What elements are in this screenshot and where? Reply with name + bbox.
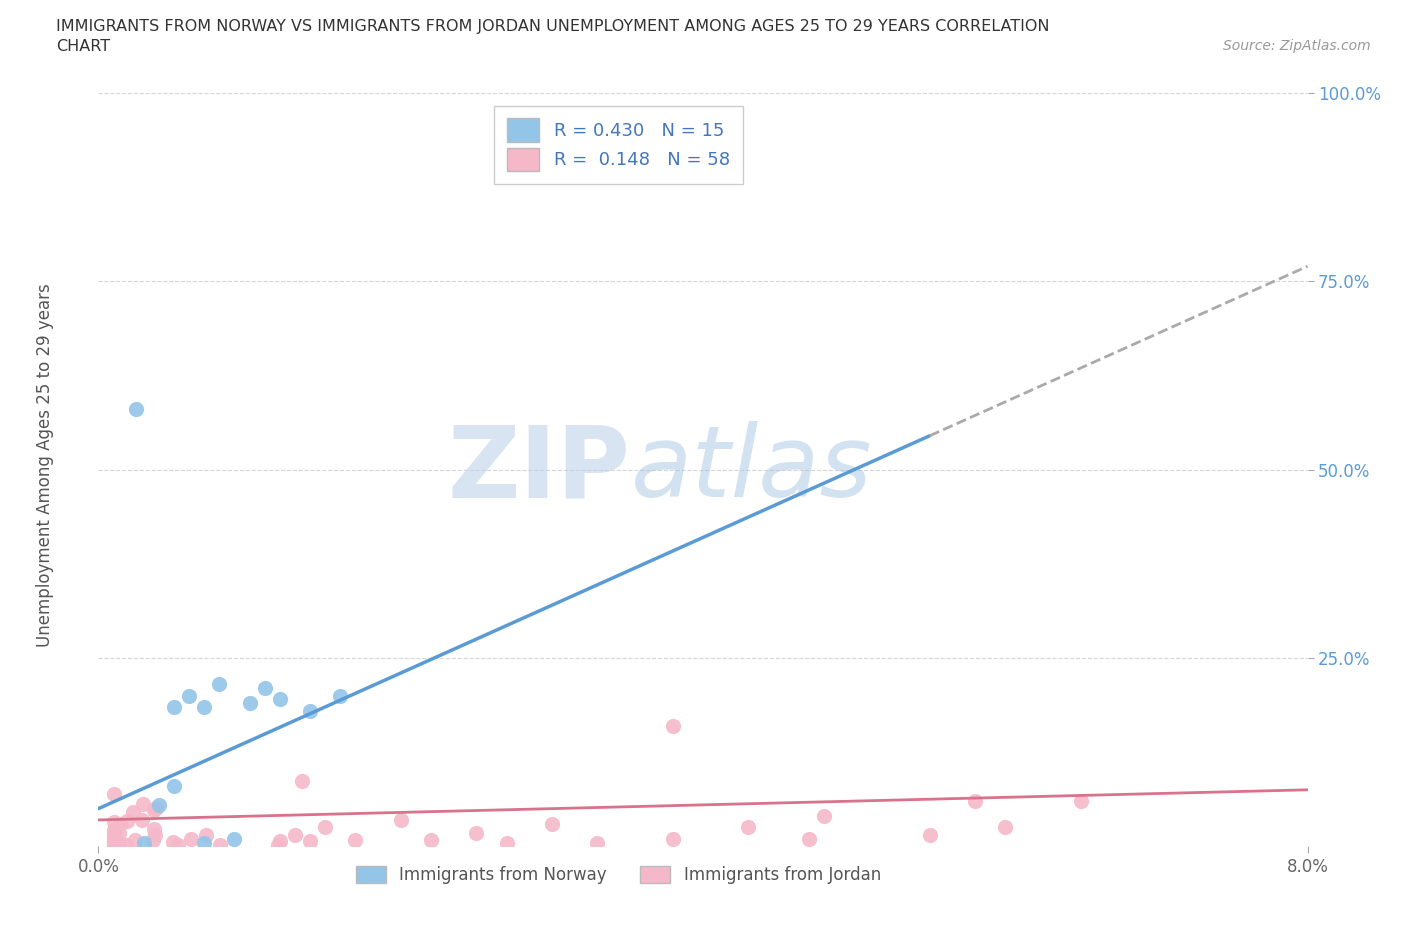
Point (179, 688, 201, 703)
Point (253, 681, 276, 696)
Point (108, 825, 131, 840)
Point (586, 835, 609, 850)
Point (142, 832, 165, 847)
Point (208, 677, 231, 692)
Point (661, 718, 683, 733)
Point (108, 835, 131, 850)
Point (167, 837, 190, 852)
Point (103, 834, 125, 849)
Point (132, 797, 155, 812)
Point (103, 834, 125, 849)
Text: atlas: atlas (630, 421, 872, 518)
Text: IMMIGRANTS FROM NORWAY VS IMMIGRANTS FROM JORDAN UNEMPLOYMENT AMONG AGES 25 TO 2: IMMIGRANTS FROM NORWAY VS IMMIGRANTS FRO… (56, 19, 1050, 33)
Point (224, 831, 246, 846)
Text: ZIP: ZIP (447, 421, 630, 518)
Point (110, 817, 132, 831)
Point (131, 812, 153, 827)
Text: Source: ZipAtlas.com: Source: ZipAtlas.com (1223, 39, 1371, 53)
Point (269, 833, 291, 848)
Point (239, 696, 262, 711)
Point (143, 803, 166, 817)
Point (994, 820, 1017, 835)
Legend: Immigrants from Norway, Immigrants from Jordan: Immigrants from Norway, Immigrants from … (349, 859, 887, 891)
Point (162, 834, 184, 849)
Point (495, 835, 517, 850)
Text: CHART: CHART (56, 39, 110, 54)
Point (299, 833, 322, 848)
Point (163, 699, 186, 714)
Text: Unemployment Among Ages 25 to 29 years: Unemployment Among Ages 25 to 29 years (37, 283, 53, 647)
Point (180, 831, 202, 846)
Point (142, 821, 165, 836)
Point (540, 817, 562, 831)
Point (208, 837, 231, 852)
Point (420, 833, 443, 848)
Point (389, 813, 412, 828)
Point (661, 831, 683, 846)
Point (103, 827, 125, 842)
Point (291, 774, 314, 789)
Point (193, 699, 215, 714)
Point (124, 833, 146, 848)
Point (1070, 793, 1092, 808)
Point (148, 797, 170, 812)
Point (163, 778, 186, 793)
Point (195, 828, 218, 843)
Point (267, 837, 290, 852)
Point (918, 828, 941, 843)
Point (103, 830, 125, 845)
Point (269, 692, 291, 707)
Point (103, 837, 125, 852)
Point (121, 805, 143, 820)
Point (329, 688, 352, 703)
Point (965, 793, 987, 808)
Point (103, 837, 125, 852)
Point (103, 836, 125, 851)
Point (193, 835, 215, 850)
Point (145, 801, 167, 816)
Point (125, 402, 148, 417)
Point (103, 815, 125, 830)
Point (115, 814, 138, 829)
Point (103, 837, 125, 852)
Point (465, 825, 488, 840)
Point (344, 833, 367, 848)
Point (299, 703, 322, 718)
Point (737, 820, 759, 835)
Point (103, 822, 125, 837)
Point (813, 809, 835, 824)
Point (103, 829, 125, 844)
Point (132, 835, 155, 850)
Point (115, 837, 138, 852)
Point (284, 828, 307, 843)
Point (143, 827, 166, 842)
Point (314, 820, 336, 835)
Point (797, 831, 820, 846)
Point (103, 786, 125, 801)
